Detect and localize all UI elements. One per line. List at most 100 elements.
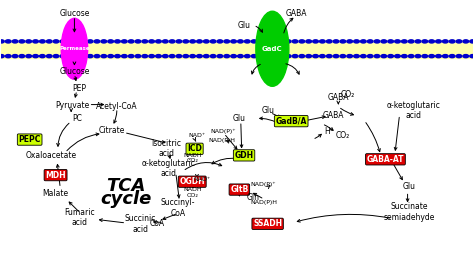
Circle shape (463, 55, 469, 58)
Circle shape (60, 55, 66, 58)
Text: Glu: Glu (261, 106, 274, 115)
Circle shape (388, 40, 393, 43)
Circle shape (285, 55, 291, 58)
Circle shape (401, 55, 407, 58)
Circle shape (306, 40, 311, 43)
Circle shape (272, 55, 277, 58)
Circle shape (429, 40, 435, 43)
Circle shape (408, 55, 414, 58)
Circle shape (258, 55, 264, 58)
Circle shape (149, 40, 155, 43)
Text: NADH
CO₂: NADH CO₂ (183, 187, 201, 198)
Bar (1, 40, 473, 58)
Circle shape (19, 40, 25, 43)
Circle shape (333, 40, 339, 43)
Circle shape (237, 40, 243, 43)
Ellipse shape (256, 11, 289, 86)
Circle shape (46, 40, 52, 43)
Text: H⁺: H⁺ (324, 127, 334, 136)
Circle shape (436, 55, 441, 58)
Text: OGDH: OGDH (180, 177, 205, 186)
Circle shape (101, 55, 107, 58)
Text: GadC: GadC (262, 46, 283, 52)
Circle shape (33, 40, 38, 43)
Text: PEP: PEP (72, 84, 86, 93)
Text: NAD⁺: NAD⁺ (188, 133, 206, 138)
Text: Glucose: Glucose (59, 9, 90, 18)
Circle shape (12, 40, 18, 43)
Circle shape (401, 40, 407, 43)
Circle shape (19, 55, 25, 58)
Circle shape (245, 40, 250, 43)
Circle shape (265, 55, 271, 58)
Circle shape (422, 55, 428, 58)
Circle shape (299, 40, 305, 43)
Circle shape (292, 40, 298, 43)
Circle shape (155, 55, 161, 58)
Text: PEPC: PEPC (18, 135, 41, 144)
Circle shape (5, 40, 11, 43)
Circle shape (442, 55, 448, 58)
Circle shape (217, 40, 223, 43)
Circle shape (26, 40, 32, 43)
Circle shape (46, 55, 52, 58)
Text: GABA: GABA (323, 111, 344, 120)
Circle shape (115, 55, 120, 58)
Circle shape (231, 55, 237, 58)
Text: Isocitric
acid: Isocitric acid (151, 139, 182, 159)
Circle shape (415, 55, 421, 58)
Text: Citrate: Citrate (99, 126, 125, 135)
Circle shape (203, 40, 209, 43)
Circle shape (101, 40, 107, 43)
Circle shape (272, 40, 277, 43)
Text: GltB: GltB (230, 185, 248, 194)
Text: NAD(P)⁺: NAD(P)⁺ (250, 182, 276, 187)
Text: GABA: GABA (328, 93, 349, 102)
Text: Oxaloacetate: Oxaloacetate (25, 151, 76, 160)
Circle shape (429, 55, 435, 58)
Circle shape (381, 40, 387, 43)
Circle shape (135, 40, 141, 43)
Text: α-ketoglutaric
acid: α-ketoglutaric acid (142, 159, 196, 178)
Circle shape (183, 40, 189, 43)
Circle shape (135, 55, 141, 58)
Text: Gln: Gln (247, 193, 260, 202)
Circle shape (142, 55, 147, 58)
Circle shape (0, 40, 4, 43)
Circle shape (73, 55, 79, 58)
Text: GadB/A: GadB/A (275, 117, 307, 126)
Circle shape (197, 40, 202, 43)
Circle shape (53, 55, 59, 58)
Circle shape (210, 40, 216, 43)
Circle shape (203, 55, 209, 58)
Text: TCA: TCA (107, 177, 146, 195)
Circle shape (285, 40, 291, 43)
Text: Permease: Permease (59, 46, 90, 51)
Circle shape (245, 55, 250, 58)
Circle shape (169, 40, 175, 43)
Circle shape (217, 55, 223, 58)
Text: Glu: Glu (402, 182, 416, 192)
Circle shape (251, 40, 257, 43)
Circle shape (381, 55, 387, 58)
Circle shape (367, 55, 373, 58)
Circle shape (73, 40, 79, 43)
Circle shape (354, 55, 359, 58)
Circle shape (340, 55, 346, 58)
Circle shape (128, 55, 134, 58)
Circle shape (237, 55, 243, 58)
Circle shape (81, 55, 86, 58)
Text: CO₂: CO₂ (341, 90, 355, 99)
Circle shape (333, 55, 339, 58)
Text: Fumaric
acid: Fumaric acid (64, 207, 94, 227)
Circle shape (422, 40, 428, 43)
Circle shape (327, 55, 332, 58)
Text: Glu: Glu (233, 114, 246, 123)
Circle shape (313, 40, 319, 43)
Text: Succinyl-
CoA: Succinyl- CoA (161, 198, 195, 218)
Circle shape (408, 40, 414, 43)
Circle shape (176, 40, 182, 43)
Text: Malate: Malate (43, 189, 69, 198)
Circle shape (279, 55, 284, 58)
Circle shape (121, 40, 127, 43)
